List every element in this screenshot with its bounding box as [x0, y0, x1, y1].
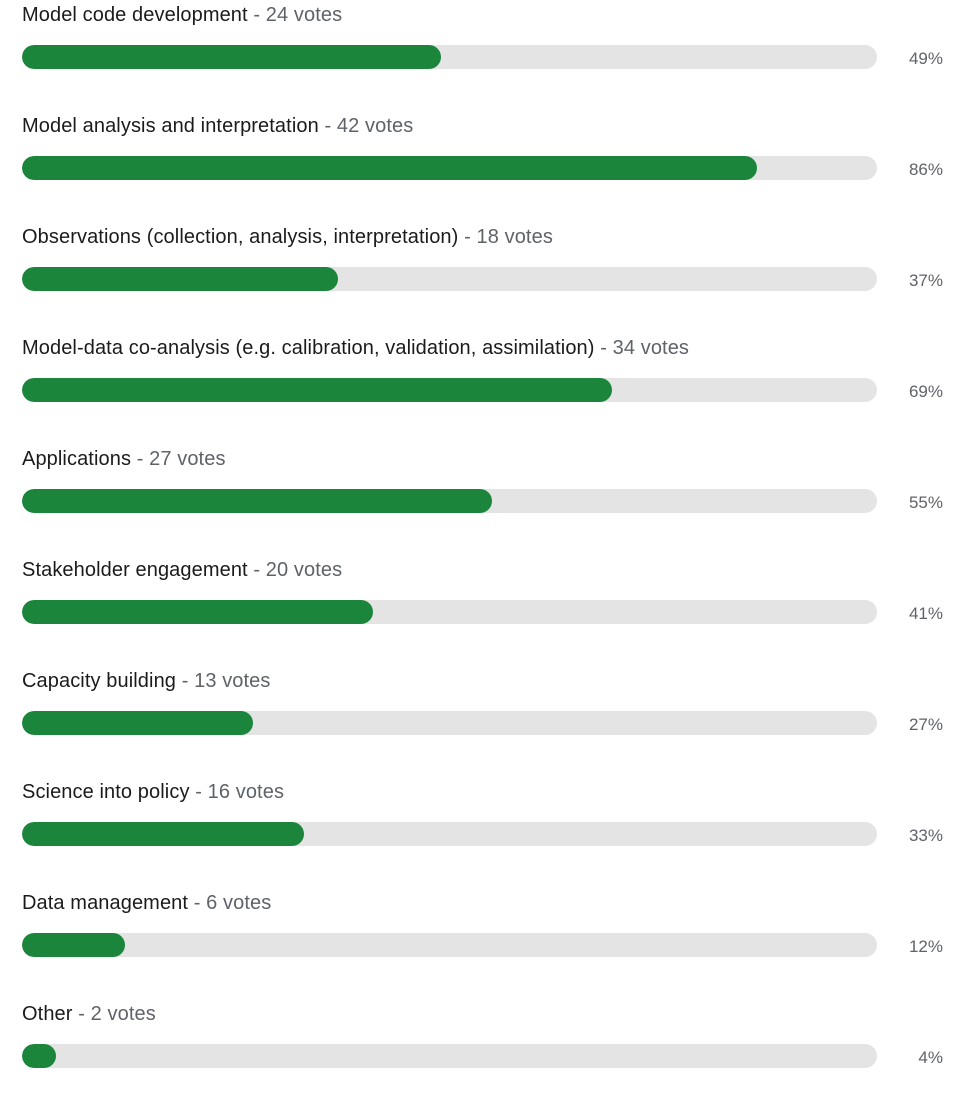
progress-track — [22, 267, 877, 291]
progress-fill — [22, 489, 493, 513]
progress-fill — [22, 711, 253, 735]
option-label: Other — [22, 1003, 73, 1025]
poll-option-observations: Observations (collection, analysis, inte… — [0, 222, 971, 333]
option-vote-count: - 18 votes — [464, 226, 553, 248]
progress-fill — [22, 267, 339, 291]
option-label: Applications — [22, 448, 132, 470]
option-percent: 55% — [908, 493, 943, 512]
option-percent: 37% — [908, 271, 943, 290]
option-vote-count: - 13 votes — [181, 670, 271, 692]
poll-option-model-code-development: Model code development - 24 votes 49% — [0, 0, 971, 111]
option-percent: 4% — [918, 1048, 943, 1067]
poll-results: Model code development - 24 votes 49% Mo… — [0, 0, 971, 1068]
option-title: Model-data co-analysis (e.g. calibration… — [22, 335, 689, 361]
poll-option-stakeholder-engagement: Stakeholder engagement - 20 votes 41% — [0, 555, 971, 666]
option-vote-count: - 16 votes — [195, 781, 285, 803]
option-vote-count: - 24 votes — [253, 4, 343, 26]
option-percent: 86% — [908, 160, 943, 179]
option-title: Stakeholder engagement - 20 votes — [22, 557, 342, 583]
progress-track — [22, 45, 877, 69]
option-title: Model analysis and interpretation - 42 v… — [22, 113, 413, 139]
option-percent: 49% — [908, 49, 943, 68]
progress-track — [22, 489, 877, 513]
option-vote-count: - 6 votes — [193, 892, 272, 914]
option-vote-count: - 2 votes — [78, 1003, 156, 1025]
option-title: Model code development - 24 votes — [22, 2, 342, 28]
option-title: Other - 2 votes — [22, 1001, 156, 1027]
option-percent: 27% — [908, 715, 943, 734]
option-title: Applications - 27 votes — [22, 446, 226, 472]
progress-track — [22, 156, 877, 180]
option-percent: 33% — [908, 826, 943, 845]
option-label: Data management — [22, 892, 189, 914]
progress-fill — [22, 1044, 57, 1068]
option-title: Capacity building - 13 votes — [22, 668, 271, 694]
progress-track — [22, 933, 877, 957]
option-percent: 69% — [908, 382, 943, 401]
option-label: Capacity building — [22, 670, 177, 692]
option-title: Science into policy - 16 votes — [22, 779, 284, 805]
progress-fill — [22, 822, 305, 846]
option-label: Model analysis and interpretation — [22, 115, 319, 137]
option-label: Observations (collection, analysis, inte… — [22, 226, 459, 248]
option-label: Model code development — [22, 4, 248, 26]
option-title: Data management - 6 votes — [22, 890, 271, 916]
poll-option-model-analysis: Model analysis and interpretation - 42 v… — [0, 111, 971, 222]
option-vote-count: - 27 votes — [136, 448, 226, 470]
option-label: Science into policy — [22, 781, 190, 803]
poll-option-model-data-co-analysis: Model-data co-analysis (e.g. calibration… — [0, 333, 971, 444]
progress-track — [22, 711, 877, 735]
poll-option-applications: Applications - 27 votes 55% — [0, 444, 971, 555]
option-vote-count: - 20 votes — [253, 559, 343, 581]
progress-track — [22, 1044, 877, 1068]
option-label: Model-data co-analysis (e.g. calibration… — [22, 337, 595, 359]
progress-fill — [22, 600, 373, 624]
progress-track — [22, 822, 877, 846]
option-vote-count: - 34 votes — [600, 337, 690, 359]
progress-track — [22, 600, 877, 624]
poll-option-science-into-policy: Science into policy - 16 votes 33% — [0, 777, 971, 888]
progress-track — [22, 378, 877, 402]
poll-option-data-management: Data management - 6 votes 12% — [0, 888, 971, 999]
option-percent: 12% — [908, 937, 943, 956]
poll-option-other: Other - 2 votes 4% — [0, 999, 971, 1110]
progress-fill — [22, 378, 612, 402]
option-title: Observations (collection, analysis, inte… — [22, 224, 553, 250]
progress-fill — [22, 45, 441, 69]
progress-fill — [22, 156, 758, 180]
option-vote-count: - 42 votes — [324, 115, 414, 137]
progress-fill — [22, 933, 125, 957]
poll-option-capacity-building: Capacity building - 13 votes 27% — [0, 666, 971, 777]
option-label: Stakeholder engagement — [22, 559, 248, 581]
option-percent: 41% — [908, 604, 943, 623]
